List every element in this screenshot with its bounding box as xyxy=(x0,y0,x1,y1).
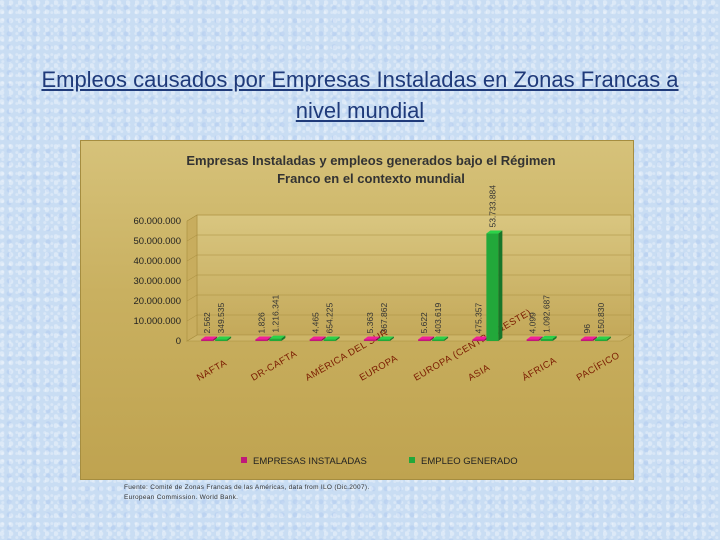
bar-side-empresas xyxy=(375,336,380,341)
legend-label-empresas: EMPRESAS INSTALADAS xyxy=(253,456,367,467)
bar-top-empresas xyxy=(472,336,489,340)
bar-side-empresas xyxy=(321,336,326,341)
bar-empleo xyxy=(432,339,445,341)
bar-side-empresas xyxy=(430,336,435,341)
bar-empleo xyxy=(323,339,336,341)
x-tick-label: PACÍFICO xyxy=(575,350,622,384)
gridline xyxy=(186,214,631,222)
data-label: 403.619 xyxy=(433,303,443,334)
data-label: 96 xyxy=(582,324,592,334)
chart-title-line-1: Empresas Instaladas y empleos generados … xyxy=(186,153,555,168)
chart-svg: Empresas Instaladas y empleos generados … xyxy=(133,153,633,467)
bar-top-empresas xyxy=(526,336,543,340)
y-tick-label: 60.000.000 xyxy=(133,216,181,227)
source-note: Fuente: Comité de Zonas Francas de las A… xyxy=(124,483,454,503)
bar-top-empleo xyxy=(377,336,394,340)
y-tick-label: 0 xyxy=(176,336,181,347)
y-tick-label: 20.000.000 xyxy=(133,296,181,307)
bar-top-empresas xyxy=(309,336,326,340)
data-label: 1.826 xyxy=(256,312,266,334)
data-label: 1.216.341 xyxy=(270,294,280,332)
bar-empleo xyxy=(377,339,390,341)
bar-top-empleo xyxy=(486,230,503,234)
x-tick-label: DR-CAFTA xyxy=(249,348,299,383)
bar-empleo xyxy=(269,338,282,341)
data-label: 4.099 xyxy=(528,312,538,334)
bar-side-empleo xyxy=(227,336,232,341)
data-label: 475.357 xyxy=(473,303,483,334)
bar-top-empleo xyxy=(323,336,340,340)
bar-top-empleo xyxy=(432,336,449,340)
x-tick-label: ASIA xyxy=(466,362,492,383)
bar-empleo xyxy=(215,339,228,341)
bar-side-empleo xyxy=(335,336,340,341)
bar-side-empresas xyxy=(592,336,597,341)
bar-top-empresas xyxy=(363,336,380,340)
bar-top-empresas xyxy=(418,336,435,340)
bar-side-empleo xyxy=(498,230,503,341)
bar-empresas xyxy=(363,339,376,341)
bar-top-empleo xyxy=(540,335,557,339)
legend-label-empleo: EMPLEO GENERADO xyxy=(421,456,518,467)
bar-empresas xyxy=(255,339,268,341)
y-tick-label: 50.000.000 xyxy=(133,236,181,247)
bar-top-empleo xyxy=(269,335,286,339)
bar-empresas xyxy=(201,339,214,341)
bar-top-empresas xyxy=(255,336,272,340)
bar-side-empleo xyxy=(444,336,449,341)
legend-swatch-empresas xyxy=(241,457,247,463)
bar-empleo xyxy=(486,233,499,341)
gridline xyxy=(186,254,631,262)
source-note-line-1: Fuente: Comité de Zonas Francas de las A… xyxy=(124,484,370,491)
data-label: 654.225 xyxy=(325,303,335,334)
gridline xyxy=(186,234,631,242)
gridline xyxy=(186,294,631,302)
bar-side-empleo xyxy=(389,336,394,341)
x-tick-label: EUROPA xyxy=(358,353,400,384)
data-label: 1.092.687 xyxy=(542,295,552,333)
data-label: 53.733.884 xyxy=(487,185,497,228)
bar-top-empleo xyxy=(594,336,611,340)
y-tick-label: 10.000.000 xyxy=(133,316,181,327)
y-tick-label: 30.000.000 xyxy=(133,276,181,287)
data-label: 5.363 xyxy=(365,312,375,334)
bar-empleo xyxy=(594,339,607,341)
source-note-line-2: European Commission. World Bank. xyxy=(124,494,239,501)
bar-side-empresas xyxy=(213,336,218,341)
bar-empresas xyxy=(526,339,539,341)
y-tick-label: 40.000.000 xyxy=(133,256,181,267)
data-label: 2.562 xyxy=(202,312,212,334)
x-tick-label: ÁFRICA xyxy=(521,355,559,384)
bar-empresas xyxy=(309,339,322,341)
slide-title: Empleos causados por Empresas Instaladas… xyxy=(41,67,679,123)
bar-side-empleo xyxy=(281,335,286,341)
legend-swatch-empleo xyxy=(409,457,415,463)
bar-top-empleo xyxy=(215,336,232,340)
bar-empleo xyxy=(540,338,553,341)
bar-empresas xyxy=(580,339,593,341)
bar-empresas xyxy=(418,339,431,341)
data-label: 367.862 xyxy=(379,303,389,334)
bar-top-empresas xyxy=(580,336,597,340)
data-label: 5.622 xyxy=(419,312,429,334)
x-tick-label: NAFTA xyxy=(195,358,229,384)
chart-panel: Empresas Instaladas y empleos generados … xyxy=(80,140,634,480)
bar-empresas xyxy=(472,339,485,341)
data-label: 349.535 xyxy=(216,303,226,334)
bar-side-empresas xyxy=(538,336,543,341)
data-label: 150.830 xyxy=(596,303,606,334)
gridline xyxy=(186,314,631,322)
gridline xyxy=(186,274,631,282)
bar-side-empleo xyxy=(606,336,611,341)
data-label: 4.465 xyxy=(311,312,321,334)
plot-floor xyxy=(185,334,633,342)
bar-top-empresas xyxy=(201,336,218,340)
chart-title-line-2: Franco en el contexto mundial xyxy=(277,171,465,186)
bar-side-empleo xyxy=(552,335,557,341)
